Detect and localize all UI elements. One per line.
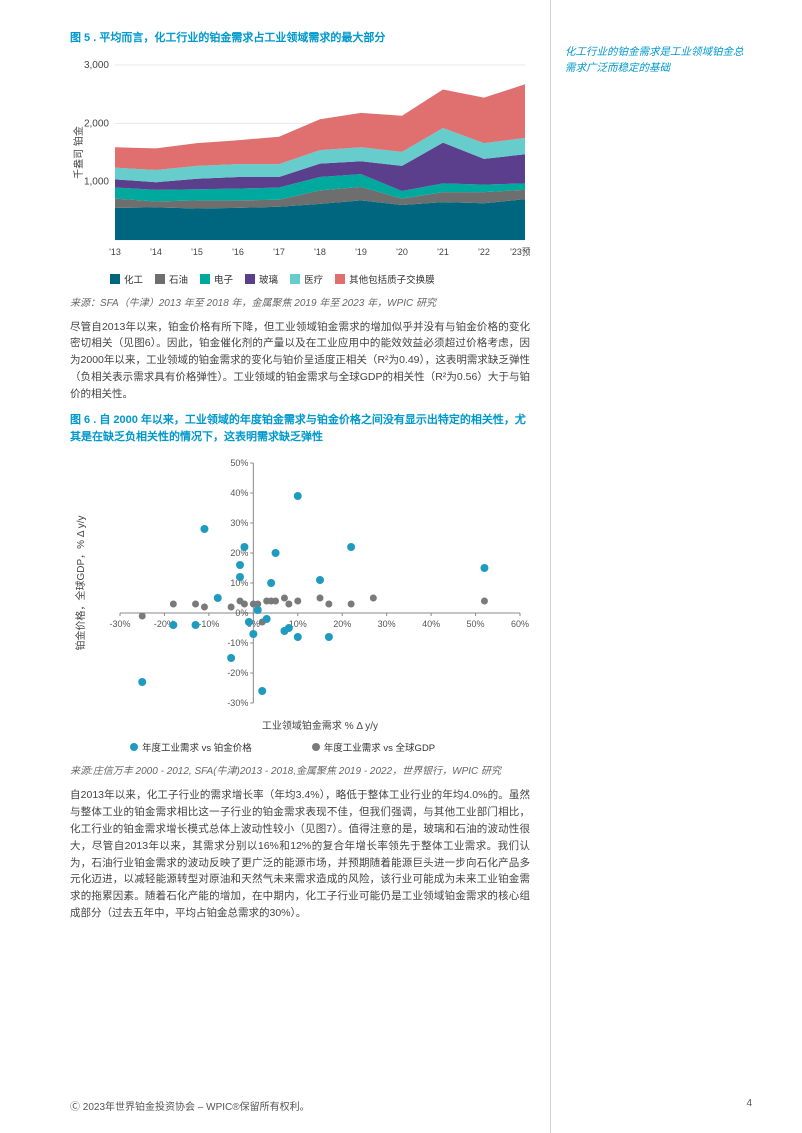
vertical-divider [550,0,551,1133]
legend-label: 玻璃 [259,272,278,286]
svg-text:-10%: -10% [227,638,248,648]
svg-text:-30%: -30% [109,619,130,629]
svg-text:'19: '19 [355,247,367,257]
svg-text:20%: 20% [333,619,351,629]
svg-text:30%: 30% [378,619,396,629]
fig5-legend: 化工 石油 电子 玻璃 医疗 其他包括质子交换膜 [70,272,530,286]
svg-text:'18: '18 [314,247,326,257]
paragraph-2: 自2013年以来，化工子行业的需求增长率（年均3.4%），略低于整体工业行业的年… [70,787,530,921]
legend-item: 石油 [155,272,188,286]
legend-item: 医疗 [290,272,323,286]
svg-text:'20: '20 [396,247,408,257]
svg-text:1,000: 1,000 [84,176,109,187]
legend-swatch [245,274,255,284]
legend-item: 其他包括质子交换膜 [335,272,435,286]
svg-text:40%: 40% [422,619,440,629]
fig6-chart: -30%-20%-10%0%10%20%30%40%50%-30%-20%-10… [70,453,530,754]
fig6-source: 来源:庄信万丰 2000 - 2012, SFA(牛津)2013 - 2018,… [70,762,530,777]
legend-label: 医疗 [304,272,323,286]
legend-label: 电子 [214,272,233,286]
legend-item: 化工 [110,272,143,286]
legend-item: 电子 [200,272,233,286]
legend-swatch [110,274,120,284]
svg-text:千盎司 铂金: 千盎司 铂金 [72,126,85,179]
fig5-title: 图 5 . 平均而言，化工行业的铂金需求占工业领域需求的最大部分 [70,30,530,47]
paragraph-1: 尽管自2013年以来，铂金价格有所下降，但工业领域铂金需求的增加似乎并没有与铂金… [70,319,530,403]
fig6-legend: 年度工业需求 vs 铂金价格 年度工业需求 vs 全球GDP [70,740,530,754]
legend-label: 年度工业需求 vs 全球GDP [324,740,435,754]
footer-copyright: Ⓒ 2023年世界铂金投资协会 – WPIC®保留所有权利。 [70,1098,310,1113]
sidebar-note: 化工行业的铂金需求是工业领域铂金总需求广泛而稳定的基础 [565,45,745,77]
svg-text:'14: '14 [150,247,162,257]
svg-text:'15: '15 [191,247,203,257]
fig5-source: 来源：SFA（牛津）2013 年至 2018 年，金属聚焦 2019 年至 20… [70,294,530,309]
page-number: 4 [746,1098,752,1113]
svg-text:40%: 40% [230,488,248,498]
legend-item: 年度工业需求 vs 铂金价格 [130,740,252,754]
legend-swatch [335,274,345,284]
legend-item: 年度工业需求 vs 全球GDP [312,740,435,754]
legend-dot [312,743,320,751]
svg-text:工业领域铂金需求 % Δ y/y: 工业领域铂金需求 % Δ y/y [262,719,378,732]
fig5-chart: 1,000 2,000 3,000 千盎司 铂金 '13 '14 '15 '16 '17 '18 '… [70,55,530,286]
legend-label: 石油 [169,272,188,286]
svg-text:'23预测: '23预测 [510,247,530,257]
svg-text:'13: '13 [109,247,121,257]
svg-text:'21: '21 [437,247,449,257]
svg-text:-20%: -20% [227,668,248,678]
svg-text:-30%: -30% [227,698,248,708]
legend-label: 化工 [124,272,143,286]
svg-text:0%: 0% [235,608,248,618]
svg-text:'16: '16 [232,247,244,257]
legend-label: 年度工业需求 vs 铂金价格 [142,740,252,754]
legend-swatch [200,274,210,284]
svg-text:铂金价格，全球GDP，% Δ y/y: 铂金价格，全球GDP，% Δ y/y [74,516,87,651]
fig6-title: 图 6 . 自 2000 年以来，工业领域的年度铂金需求与铂金价格之间没有显示出… [70,412,530,445]
svg-text:2,000: 2,000 [84,118,109,129]
svg-text:50%: 50% [230,458,248,468]
svg-text:'22: '22 [478,247,490,257]
svg-text:60%: 60% [511,619,529,629]
svg-text:3,000: 3,000 [84,60,109,71]
svg-text:'17: '17 [273,247,285,257]
legend-swatch [290,274,300,284]
svg-text:30%: 30% [230,518,248,528]
legend-swatch [155,274,165,284]
svg-text:-10%: -10% [198,619,219,629]
legend-label: 其他包括质子交换膜 [349,272,435,286]
svg-text:50%: 50% [467,619,485,629]
legend-dot [130,743,138,751]
legend-item: 玻璃 [245,272,278,286]
